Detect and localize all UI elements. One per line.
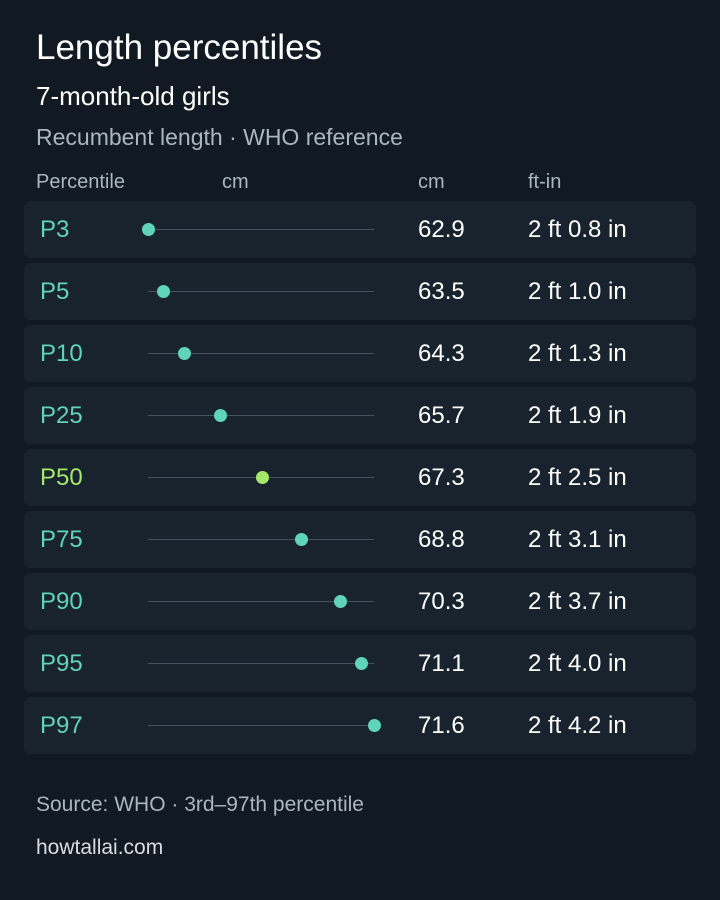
cm-value: 65.7 bbox=[418, 402, 465, 429]
dot bbox=[255, 471, 269, 484]
dot bbox=[333, 595, 347, 608]
column-header: Percentile bbox=[36, 171, 125, 193]
percentile: P90 bbox=[40, 588, 83, 615]
row: P5 63.5 2 ft 1.0 in bbox=[24, 263, 696, 320]
ft-in-value: 2 ft 1.0 in bbox=[528, 278, 627, 305]
dot bbox=[214, 409, 228, 422]
cm-value: 71.1 bbox=[418, 650, 465, 677]
ft-in-value: 2 ft 3.7 in bbox=[528, 588, 627, 615]
cm-value: 67.3 bbox=[418, 464, 465, 491]
cm-value: 62.9 bbox=[418, 216, 465, 243]
dot bbox=[177, 347, 191, 360]
column-header: cm bbox=[418, 171, 445, 193]
percentile: P3 bbox=[40, 216, 70, 243]
site: howtallai.com bbox=[36, 836, 164, 859]
percentile: P97 bbox=[40, 712, 83, 739]
row: P50 67.3 2 ft 2.5 in bbox=[24, 449, 696, 506]
ft-in-value: 2 ft 0.8 in bbox=[528, 216, 627, 243]
percentile: P75 bbox=[40, 526, 83, 553]
track bbox=[148, 725, 374, 726]
cm-value: 64.3 bbox=[418, 340, 465, 367]
dot bbox=[294, 533, 308, 546]
row: P25 65.7 2 ft 1.9 in bbox=[24, 387, 696, 444]
dot bbox=[157, 285, 171, 298]
percentile: P5 bbox=[40, 278, 70, 305]
percentile: P10 bbox=[40, 340, 83, 367]
dot bbox=[367, 719, 381, 732]
cm-value: 63.5 bbox=[418, 278, 465, 305]
ft-in-value: 2 ft 1.3 in bbox=[528, 340, 627, 367]
row: P95 71.1 2 ft 4.0 in bbox=[24, 635, 696, 692]
subtitle: 7-month-old girls bbox=[36, 81, 230, 111]
track bbox=[148, 353, 374, 354]
note: Recumbent length · WHO reference bbox=[36, 124, 403, 150]
column-header: ft-in bbox=[528, 171, 562, 193]
row: P3 62.9 2 ft 0.8 in bbox=[24, 201, 696, 258]
ft-in-value: 2 ft 4.2 in bbox=[528, 712, 627, 739]
ft-in-value: 2 ft 3.1 in bbox=[528, 526, 627, 553]
track bbox=[148, 539, 374, 540]
cm-value: 68.8 bbox=[418, 526, 465, 553]
ft-in-value: 2 ft 2.5 in bbox=[528, 464, 627, 491]
percentile: P95 bbox=[40, 650, 83, 677]
track bbox=[148, 415, 374, 416]
row: P75 68.8 2 ft 3.1 in bbox=[24, 511, 696, 568]
title: Length percentiles bbox=[36, 28, 323, 67]
track bbox=[148, 663, 374, 664]
source: Source: WHO · 3rd–97th percentile bbox=[36, 793, 364, 816]
dot bbox=[354, 657, 368, 670]
ft-in-value: 2 ft 4.0 in bbox=[528, 650, 627, 677]
track bbox=[148, 601, 374, 602]
row: P90 70.3 2 ft 3.7 in bbox=[24, 573, 696, 630]
ft-in-value: 2 ft 1.9 in bbox=[528, 402, 627, 429]
track bbox=[148, 229, 374, 230]
row: P10 64.3 2 ft 1.3 in bbox=[24, 325, 696, 382]
track bbox=[148, 291, 374, 292]
cm-value: 70.3 bbox=[418, 588, 465, 615]
cm-value: 71.6 bbox=[418, 712, 465, 739]
percentile: P25 bbox=[40, 402, 83, 429]
percentile: P50 bbox=[40, 464, 83, 491]
dot bbox=[141, 223, 155, 236]
column-header: cm bbox=[222, 171, 249, 193]
row: P97 71.6 2 ft 4.2 in bbox=[24, 697, 696, 754]
